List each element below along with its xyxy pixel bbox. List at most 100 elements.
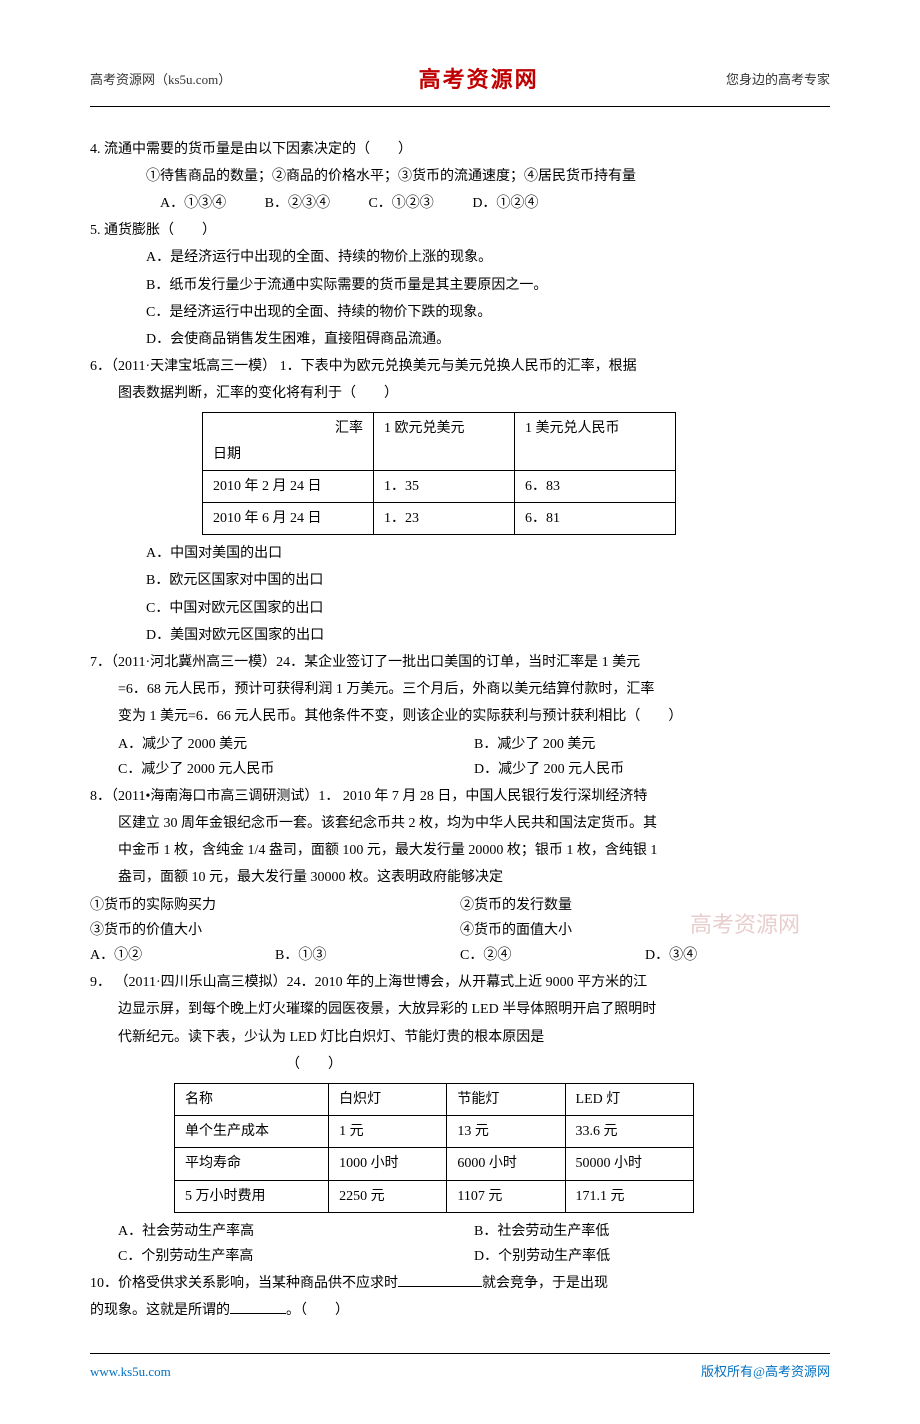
- q7-options-row2: C．减少了 2000 元人民币 D．减少了 200 元人民币: [90, 757, 830, 782]
- q6-th-eurusd: 1 欧元兑美元: [374, 413, 515, 470]
- q8-stem-line1: 8．（2011•海南海口市高三调研测试）1． 2010 年 7 月 28 日，中…: [90, 784, 830, 809]
- q5-option-b: B．纸币发行量少于流通中实际需要的货币量是其主要原因之一。: [90, 273, 830, 298]
- q4-options: A．①③④ B．②③④ C．①②③ D．①②④: [90, 191, 830, 216]
- q9-option-a: A．社会劳动生产率高: [90, 1219, 474, 1244]
- footer-right-text: 版权所有@高考资源网: [701, 1360, 830, 1383]
- table-row: 汇率 日期 1 欧元兑美元 1 美元兑人民币: [203, 413, 676, 470]
- q6-r1-c2: 1．35: [374, 470, 515, 502]
- table-row: 2010 年 2 月 24 日 1．35 6．83: [203, 470, 676, 502]
- table-row: 2010 年 6 月 24 日 1．23 6．81: [203, 503, 676, 535]
- q10-p2a: 的现象。这就是所谓的: [90, 1303, 230, 1318]
- q6-stem-line2: 图表数据判断，汇率的变化将有利于（ ）: [90, 381, 830, 406]
- q9-r3-c1: 5 万小时费用: [175, 1180, 329, 1212]
- footer-left-link: www.ks5u.com: [90, 1360, 171, 1383]
- q9-paren: （ ）: [90, 1052, 830, 1077]
- q7-option-a: A．减少了 2000 美元: [90, 732, 474, 757]
- q8-option-c: C．②④: [460, 943, 645, 968]
- header-right-text: 您身边的高考专家: [726, 68, 830, 91]
- q9-stem-line2: 边显示屏，到每个晚上灯火璀璨的园医夜景，大放异彩的 LED 半导体照明开启了照明…: [90, 997, 830, 1022]
- q10-line1: 10．价格受供求关系影响，当某种商品供不应求时 就会竞争，于是出现: [90, 1271, 830, 1296]
- q7-stem-line1: 7．（2011·河北冀州高三一模）24．某企业签订了一批出口美国的订单，当时汇率…: [90, 650, 830, 675]
- q5-option-d: D．会使商品销售发生困难，直接阻碍商品流通。: [90, 327, 830, 352]
- q6-option-d: D．美国对欧元区国家的出口: [90, 623, 830, 648]
- q6-r1-c1: 2010 年 2 月 24 日: [203, 470, 374, 502]
- q6-table: 汇率 日期 1 欧元兑美元 1 美元兑人民币 2010 年 2 月 24 日 1…: [202, 412, 676, 535]
- q9-option-b: B．社会劳动生产率低: [474, 1219, 830, 1244]
- q8-stem-line4: 盎司，面额 10 元，最大发行量 30000 枚。这表明政府能够决定: [90, 865, 830, 890]
- q9-th-1: 名称: [175, 1083, 329, 1115]
- header-center-title: 高考资源网: [419, 60, 539, 100]
- q8-options: A．①② B．①③ C．②④ D．③④: [90, 943, 830, 968]
- q8-items-row2: ③货币的价值大小 ④货币的面值大小: [90, 918, 830, 943]
- q10-p1a: 10．价格受供求关系影响，当某种商品供不应求时: [90, 1276, 398, 1291]
- q9-options-row2: C．个别劳动生产率高 D．个别劳动生产率低: [90, 1244, 830, 1269]
- blank-1: [398, 1286, 482, 1287]
- q6-r2-c3: 6．81: [515, 503, 676, 535]
- q8-option-a: A．①②: [90, 943, 275, 968]
- q8-stem-line2: 区建立 30 周年金银纪念币一套。该套纪念币共 2 枚，均为中华人民共和国法定货…: [90, 811, 830, 836]
- blank-2: [230, 1313, 286, 1314]
- q9-r1-c4: 33.6 元: [565, 1116, 693, 1148]
- q9-th-3: 节能灯: [447, 1083, 565, 1115]
- q8-option-b: B．①③: [275, 943, 460, 968]
- q9-r2-c4: 50000 小时: [565, 1148, 693, 1180]
- q7-options-row1: A．减少了 2000 美元 B．减少了 200 美元: [90, 732, 830, 757]
- header-left-text: 高考资源网（ks5u.com）: [90, 68, 231, 91]
- q6-stem-line1: 6．（2011·天津宝坻高三一模） 1．下表中为欧元兑换美元与美元兑换人民币的汇…: [90, 354, 830, 379]
- q9-r2-c2: 1000 小时: [329, 1148, 447, 1180]
- q6-option-c: C．中国对欧元区国家的出口: [90, 596, 830, 621]
- q6-th-usdcny: 1 美元兑人民币: [515, 413, 676, 470]
- q9-th-2: 白炽灯: [329, 1083, 447, 1115]
- q9-r2-c3: 6000 小时: [447, 1148, 565, 1180]
- table-row: 平均寿命 1000 小时 6000 小时 50000 小时: [175, 1148, 694, 1180]
- q6-r1-c3: 6．83: [515, 470, 676, 502]
- q6-option-b: B．欧元区国家对中国的出口: [90, 568, 830, 593]
- table-row: 5 万小时费用 2250 元 1107 元 171.1 元: [175, 1180, 694, 1212]
- q9-stem-line1: 9． （2011·四川乐山高三模拟）24．2010 年的上海世博会，从开幕式上近…: [90, 970, 830, 995]
- q10-line2: 的现象。这就是所谓的 。（ ）: [90, 1298, 830, 1323]
- q4-option-b: B．②③④: [265, 196, 330, 211]
- q9-stem-line3: 代新纪元。读下表，少认为 LED 灯比白炽灯、节能灯贵的根本原因是: [90, 1025, 830, 1050]
- q9-r2-c1: 平均寿命: [175, 1148, 329, 1180]
- q5-option-c: C．是经济运行中出现的全面、持续的物价下跌的现象。: [90, 300, 830, 325]
- q4-stem: 4. 流通中需要的货币量是由以下因素决定的（ ）: [90, 137, 830, 162]
- q9-options-row1: A．社会劳动生产率高 B．社会劳动生产率低: [90, 1219, 830, 1244]
- q8-item-4: ④货币的面值大小: [460, 918, 830, 943]
- page-header: 高考资源网（ks5u.com） 高考资源网 您身边的高考专家: [90, 60, 830, 107]
- q6-r2-c1: 2010 年 6 月 24 日: [203, 503, 374, 535]
- q8-item-3: ③货币的价值大小: [90, 918, 460, 943]
- q9-r1-c1: 单个生产成本: [175, 1116, 329, 1148]
- q10-p1b: 就会竞争，于是出现: [482, 1276, 608, 1291]
- q9-table: 名称 白炽灯 节能灯 LED 灯 单个生产成本 1 元 13 元 33.6 元 …: [174, 1083, 694, 1213]
- q4-option-d: D．①②④: [472, 196, 538, 211]
- q5-option-a: A．是经济运行中出现的全面、持续的物价上涨的现象。: [90, 245, 830, 270]
- q8-item-2: ②货币的发行数量: [460, 893, 830, 918]
- table-row: 名称 白炽灯 节能灯 LED 灯: [175, 1083, 694, 1115]
- q8-option-d: D．③④: [645, 943, 830, 968]
- q8-item-1: ①货币的实际购买力: [90, 893, 460, 918]
- q4-option-c: C．①②③: [368, 196, 433, 211]
- q7-stem-line3: 变为 1 美元=6．66 元人民币。其他条件不变，则该企业的实际获利与预计获利相…: [90, 704, 830, 729]
- q6-option-a: A．中国对美国的出口: [90, 541, 830, 566]
- q7-option-d: D．减少了 200 元人民币: [474, 757, 830, 782]
- q9-r1-c3: 13 元: [447, 1116, 565, 1148]
- q9-r3-c4: 171.1 元: [565, 1180, 693, 1212]
- q4-option-a: A．①③④: [160, 196, 226, 211]
- q4-list: ①待售商品的数量；②商品的价格水平；③货币的流通速度；④居民货币持有量: [90, 164, 830, 189]
- q9-th-4: LED 灯: [565, 1083, 693, 1115]
- q6-r2-c2: 1．23: [374, 503, 515, 535]
- q9-r1-c2: 1 元: [329, 1116, 447, 1148]
- table-row: 单个生产成本 1 元 13 元 33.6 元: [175, 1116, 694, 1148]
- q8-items-row1: ①货币的实际购买力 ②货币的发行数量: [90, 893, 830, 918]
- q7-stem-line2: =6．68 元人民币，预计可获得利润 1 万美元。三个月后，外商以美元结算付款时…: [90, 677, 830, 702]
- q5-stem: 5. 通货膨胀（ ）: [90, 218, 830, 243]
- q9-option-c: C．个别劳动生产率高: [90, 1244, 474, 1269]
- q8-stem-line3: 中金币 1 枚，含纯金 1/4 盎司，面额 100 元，最大发行量 20000 …: [90, 838, 830, 863]
- q10-p2b: 。（ ）: [286, 1303, 349, 1318]
- q6-th-date-label: 日期: [213, 442, 363, 467]
- q9-r3-c3: 1107 元: [447, 1180, 565, 1212]
- q7-option-b: B．减少了 200 美元: [474, 732, 830, 757]
- page-footer: www.ks5u.com 版权所有@高考资源网: [90, 1353, 830, 1383]
- q6-th-rate: 汇率: [213, 416, 363, 441]
- q9-option-d: D．个别劳动生产率低: [474, 1244, 830, 1269]
